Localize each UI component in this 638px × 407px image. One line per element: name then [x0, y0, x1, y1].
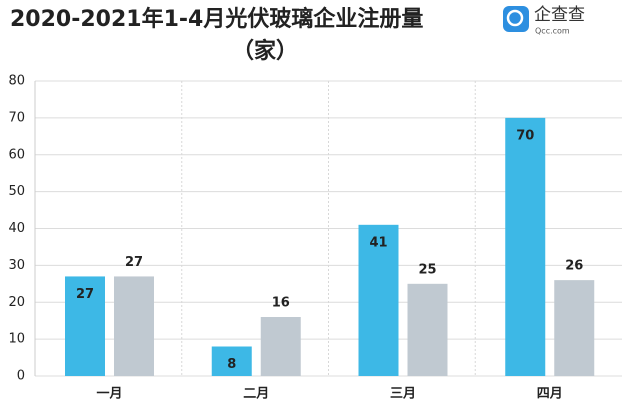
- bar: [260, 317, 301, 376]
- data-label: 8: [227, 357, 236, 372]
- chart-subtitle: （家）: [232, 38, 298, 64]
- y-tick-label: 0: [17, 369, 25, 384]
- y-tick-label: 50: [8, 184, 25, 199]
- bar: [505, 117, 546, 376]
- x-tick-label: 三月: [390, 387, 416, 402]
- y-tick-label: 70: [8, 110, 25, 125]
- bar: [407, 283, 448, 376]
- bar: [554, 280, 595, 376]
- data-label: 70: [516, 128, 534, 143]
- data-label: 27: [125, 255, 143, 270]
- logo-sub: Qcc.com: [535, 27, 570, 36]
- data-label: 25: [418, 262, 436, 277]
- y-tick-label: 10: [8, 332, 25, 347]
- y-tick-label: 30: [8, 258, 25, 273]
- logo-text: 企查查: [534, 5, 585, 25]
- data-label: 27: [76, 287, 94, 302]
- bar: [114, 276, 154, 376]
- data-label: 16: [272, 296, 290, 311]
- bar: [65, 276, 105, 376]
- x-tick-label: 一月: [96, 387, 122, 402]
- data-label: 26: [565, 259, 583, 274]
- y-tick-label: 40: [8, 221, 25, 236]
- x-tick-label: 四月: [537, 387, 563, 402]
- y-tick-label: 20: [8, 295, 25, 310]
- logo-icon-ring: [506, 9, 524, 27]
- x-tick-label: 二月: [243, 387, 269, 402]
- y-tick-label: 60: [8, 147, 25, 162]
- data-label: 41: [369, 235, 387, 250]
- bar: [358, 224, 399, 376]
- y-tick-label: 80: [8, 74, 25, 89]
- logo: 企查查 Qcc.com: [503, 5, 585, 36]
- chart-title: 2020-2021年1-4月光伏玻璃企业注册量: [10, 6, 423, 32]
- bar: [211, 346, 252, 376]
